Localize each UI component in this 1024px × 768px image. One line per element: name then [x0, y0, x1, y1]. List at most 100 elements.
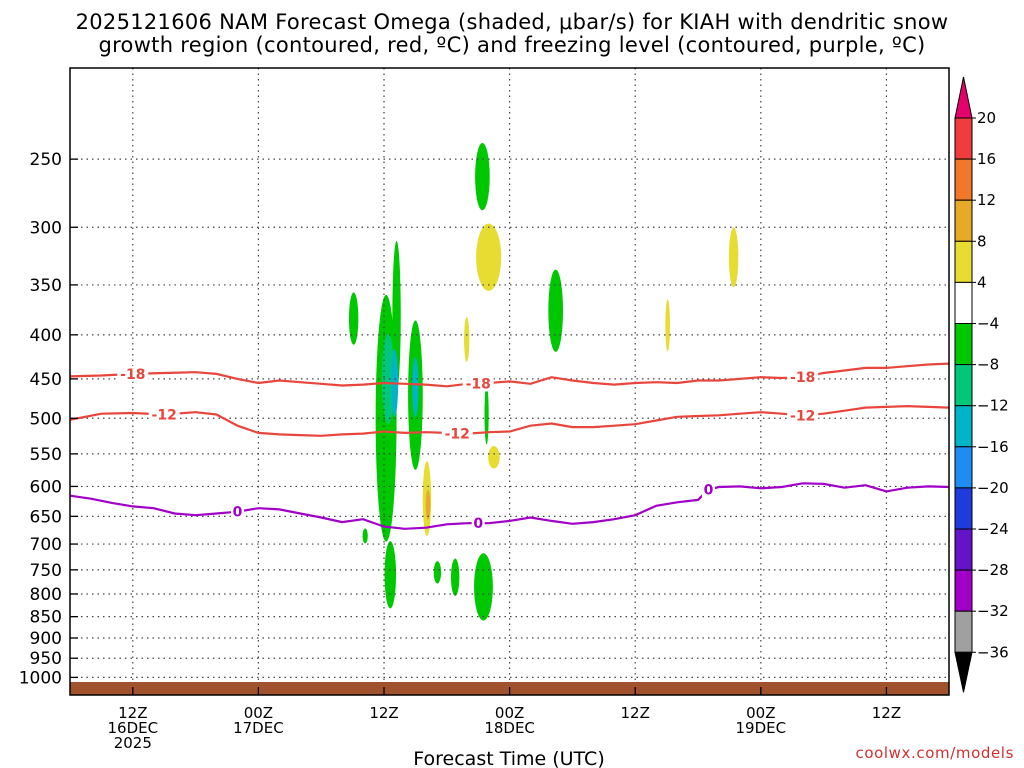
y-tick-label: 650: [30, 507, 62, 527]
y-tick-label: 750: [30, 561, 62, 581]
colorbar: 20 16 12 8 4 −4 −8 −12 −16 −20 −24 −28 −32 −36: [954, 76, 1009, 693]
omega-cell: [348, 292, 359, 345]
colorbar-label: −28: [977, 561, 1009, 579]
x-tick-label: 12Z: [118, 704, 147, 722]
colorbar-bin: [954, 528, 973, 571]
y-tick-label: 900: [30, 629, 62, 649]
x-tick-label: 16DEC: [108, 719, 159, 737]
omega-cell: [464, 317, 470, 362]
colorbar-label: 12: [977, 191, 996, 209]
omega-cell: [384, 541, 397, 609]
colorbar-bin: [954, 158, 973, 201]
contour-label: 0: [473, 516, 483, 532]
x-tick-label: 12Z: [872, 704, 901, 722]
colorbar-bin: [954, 405, 973, 448]
contour-label: 0: [704, 483, 714, 499]
colorbar-bin: [954, 487, 973, 530]
y-tick-label: 850: [30, 608, 62, 628]
colorbar-label: 16: [977, 150, 996, 168]
omega-cell: [474, 553, 493, 621]
y-tick-label: 400: [30, 326, 62, 346]
x-tick-label: 00Z: [495, 704, 524, 722]
omega-cell: [433, 561, 442, 584]
colorbar-bin: [954, 323, 973, 366]
colorbar-bin: [954, 446, 973, 489]
colorbar-bin: [954, 240, 973, 283]
y-tick-label: 600: [30, 477, 62, 497]
y-tick-label: 300: [30, 218, 62, 238]
x-tick-label: 2025: [114, 734, 152, 752]
x-tick-label: 12Z: [369, 704, 398, 722]
x-tick-label: 00Z: [746, 704, 775, 722]
omega-cell: [425, 489, 431, 520]
chart-title-line2: growth region (contoured, red, ºC) and f…: [98, 33, 926, 57]
omega-cell: [548, 269, 563, 352]
omega-cell: [484, 384, 489, 445]
contour-label: -12: [790, 408, 815, 424]
omega-cell: [362, 528, 368, 544]
y-tick-label: 550: [30, 445, 62, 465]
colorbar-label: −12: [977, 397, 1009, 415]
colorbar-label: −32: [977, 602, 1009, 620]
y-tick-label: 1000: [19, 668, 62, 688]
colorbar-bin: [954, 117, 973, 160]
y-tick-label: 700: [30, 535, 62, 555]
y-tick-label: 800: [30, 585, 62, 605]
y-tick-label: 350: [30, 276, 62, 296]
contour-label-bg: [701, 481, 715, 498]
omega-shading: [348, 143, 739, 621]
colorbar-label: −36: [977, 643, 1009, 661]
contour-label-bg: [230, 503, 244, 520]
y-tick-label: 500: [30, 409, 62, 429]
contour-label: -12: [152, 408, 177, 424]
omega-cell: [728, 227, 739, 288]
colorbar-label: −24: [977, 520, 1009, 538]
temperature-contours: -18 -18 -18 -12 -12 -12 0 0 0: [70, 362, 949, 532]
omega-cell: [488, 446, 500, 469]
omega-cell: [412, 357, 419, 417]
colorbar-label: −20: [977, 479, 1009, 497]
chart-title-line1: 2025121606 NAM Forecast Omega (shaded, μ…: [75, 10, 949, 34]
y-tick-label: 450: [30, 370, 62, 390]
pressure-axis: 2503003504004505005506006507007508008509…: [19, 150, 78, 688]
colorbar-label: 20: [977, 109, 996, 127]
contour-label: 0: [233, 505, 243, 521]
contour-line: [70, 482, 949, 530]
contour-label-bg: [787, 369, 819, 386]
x-tick-label: 12Z: [621, 704, 650, 722]
x-tick-label: 17DEC: [233, 719, 284, 737]
colorbar-label: −8: [977, 356, 999, 374]
colorbar-bin: [954, 281, 973, 324]
x-tick-label: 00Z: [244, 704, 273, 722]
x-tick-label: 19DEC: [736, 719, 787, 737]
colorbar-over-triangle: [954, 76, 973, 119]
contour-label-bg: [148, 406, 180, 423]
contour-label: -18: [466, 376, 491, 392]
colorbar-bin: [954, 199, 973, 242]
omega-cell: [476, 223, 502, 291]
colorbar-bin: [954, 364, 973, 407]
colorbar-under-triangle: [954, 651, 973, 693]
omega-cell: [475, 143, 490, 211]
y-tick-label: 250: [30, 150, 62, 170]
contour-label-bg: [462, 375, 494, 392]
contour-label-bg: [787, 407, 819, 424]
contour-label: -12: [445, 426, 470, 442]
x-tick-label: 18DEC: [484, 719, 535, 737]
colorbar-label: −16: [977, 438, 1009, 456]
contour-label-bg: [441, 425, 473, 442]
contour-label: -18: [120, 367, 145, 383]
omega-cell: [665, 299, 670, 352]
colorbar-label: 8: [977, 232, 987, 250]
contour-label: -18: [790, 370, 815, 386]
contour-label-bg: [471, 515, 485, 532]
x-axis-label: Forecast Time (UTC): [413, 748, 604, 768]
colorbar-bin: [954, 610, 973, 653]
omega-cell: [381, 334, 395, 424]
y-tick-label: 950: [30, 649, 62, 669]
colorbar-label: −4: [977, 315, 999, 333]
omega-cell: [450, 558, 460, 596]
colorbar-label: 4: [977, 273, 987, 291]
